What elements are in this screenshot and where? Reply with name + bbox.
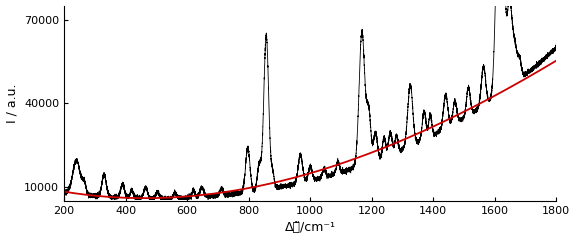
Y-axis label: I / a.u.: I / a.u. bbox=[6, 84, 18, 123]
X-axis label: Δᵼ̃/cm⁻¹: Δᵼ̃/cm⁻¹ bbox=[285, 222, 336, 234]
